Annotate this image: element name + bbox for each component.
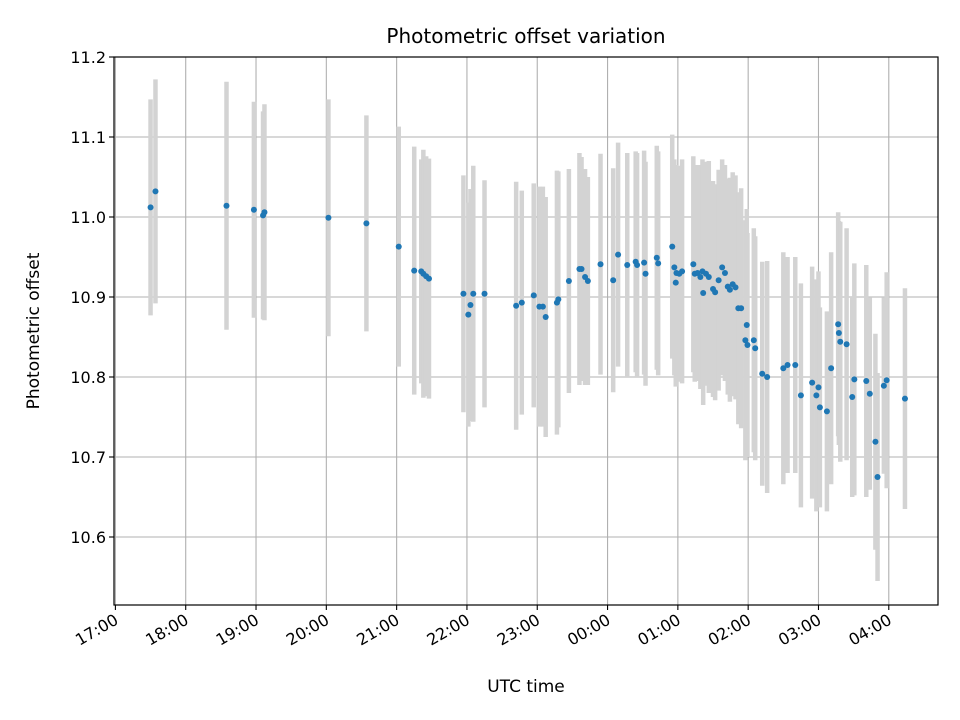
data-point [261, 209, 268, 216]
data-point [712, 289, 719, 296]
data-point [874, 474, 881, 480]
data-point [578, 266, 585, 272]
y-tick-label: 10.8 [70, 368, 106, 387]
data-point [542, 314, 549, 320]
data-point [815, 384, 822, 391]
data-point [880, 382, 887, 389]
data-point [732, 284, 739, 291]
data-point [784, 362, 791, 368]
data-point [584, 278, 591, 284]
data-point [425, 275, 432, 282]
data-points [147, 188, 908, 480]
data-point [641, 259, 648, 266]
y-tick-label: 10.9 [70, 288, 106, 307]
plot-frame [113, 56, 939, 606]
data-point [672, 279, 679, 286]
data-point [634, 262, 641, 268]
data-point [792, 362, 799, 368]
data-point [679, 268, 686, 275]
data-point [742, 337, 749, 344]
data-point [671, 264, 678, 271]
data-point [715, 277, 722, 284]
data-point [363, 220, 370, 227]
data-point [866, 390, 873, 397]
data-point [223, 202, 230, 209]
data-point [147, 204, 154, 211]
data-point [837, 338, 844, 345]
data-point [615, 251, 622, 258]
y-axis: 10.6 10.7 10.8 10.9 11.0 11.1 11.2 [70, 48, 114, 547]
data-point [700, 290, 707, 296]
data-point [460, 290, 467, 297]
data-point [653, 254, 660, 261]
data-point [816, 404, 823, 411]
data-point [411, 267, 418, 274]
data-point [863, 378, 870, 384]
data-point [705, 274, 712, 280]
y-axis-title: Photometric offset [24, 252, 44, 409]
data-point [744, 342, 751, 348]
data-point [823, 408, 830, 415]
y-tick-label: 11.0 [70, 208, 106, 227]
data-point [726, 286, 733, 293]
data-point [835, 321, 842, 328]
data-point [809, 379, 816, 386]
data-point [539, 303, 546, 310]
y-tick-label: 11.2 [70, 48, 106, 67]
data-point [797, 392, 804, 399]
data-point [152, 188, 159, 195]
data-point [851, 376, 858, 383]
data-point [655, 260, 662, 267]
y-tick-label: 11.1 [70, 128, 106, 147]
data-point [743, 322, 750, 328]
data-point [530, 292, 537, 299]
data-point [597, 261, 604, 268]
y-tick-label: 10.7 [70, 448, 106, 467]
data-point [828, 365, 835, 372]
data-point [883, 377, 890, 384]
data-point [872, 438, 879, 445]
data-point [395, 243, 402, 250]
data-point [518, 299, 525, 306]
data-point [752, 345, 759, 352]
x-axis-title: UTC time [487, 677, 565, 697]
data-point [764, 374, 771, 380]
data-point [690, 261, 697, 268]
y-tick-label: 10.6 [70, 528, 106, 547]
data-point [750, 337, 757, 344]
data-point [470, 290, 477, 297]
data-point [565, 278, 572, 284]
data-point [642, 270, 649, 277]
data-point [467, 302, 474, 308]
data-point [780, 365, 787, 372]
data-point [719, 264, 726, 271]
data-point [843, 341, 850, 348]
data-point [835, 330, 842, 336]
data-point [325, 214, 332, 221]
data-point [849, 394, 856, 400]
data-point [721, 270, 728, 276]
data-point [901, 395, 908, 402]
data-point [669, 243, 676, 250]
data-point [513, 302, 520, 309]
data-point [610, 277, 617, 284]
data-point [481, 290, 488, 297]
data-point [624, 262, 631, 268]
data-point [813, 392, 820, 399]
chart-title: Photometric offset variation [386, 24, 665, 48]
data-point [759, 370, 766, 377]
data-point [465, 311, 472, 318]
data-point [738, 305, 745, 312]
data-point [555, 296, 562, 303]
data-point [697, 274, 704, 280]
data-point [250, 206, 257, 213]
